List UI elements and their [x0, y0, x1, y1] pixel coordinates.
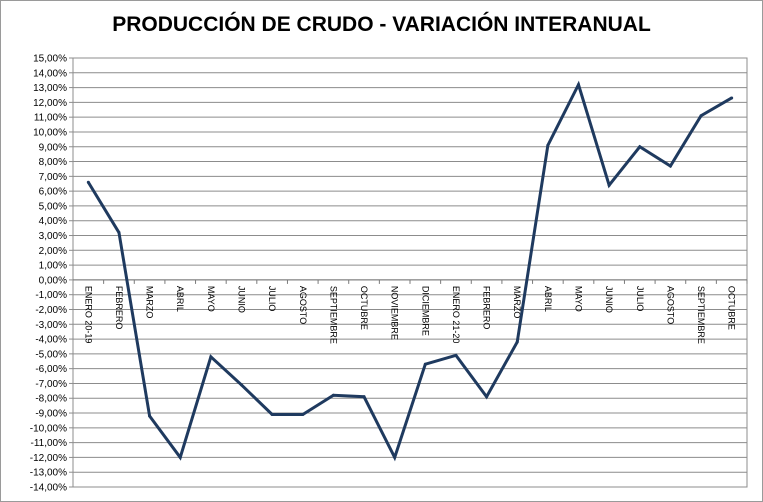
x-tick-label: OCTUBRE — [727, 286, 737, 330]
x-tick-label: SEPTIEMBRE — [696, 286, 706, 344]
y-tick-label: 10,00% — [33, 127, 67, 138]
x-tick-label: MARZO — [145, 286, 155, 319]
y-tick-label: 3,00% — [39, 231, 67, 242]
data-point — [362, 395, 366, 399]
y-tick-label: 1,00% — [39, 261, 67, 272]
data-point — [301, 413, 305, 417]
y-tick-label: 12,00% — [33, 98, 67, 109]
data-point — [485, 395, 489, 399]
y-tick-label: -9,00% — [35, 409, 67, 420]
x-tick-label: ENERO 20-19 — [83, 286, 93, 344]
y-tick-label: -3,00% — [35, 320, 67, 331]
series-line — [87, 80, 733, 462]
data-point — [270, 413, 274, 417]
data-point — [148, 414, 152, 418]
data-point — [331, 393, 335, 397]
data-point — [240, 383, 243, 387]
data-point — [178, 455, 182, 459]
data-point — [117, 231, 121, 235]
x-tick-label: AGOSTO — [298, 286, 308, 324]
gridlines — [73, 57, 747, 488]
x-tick-label: ENERO 21-20 — [451, 286, 461, 344]
data-point — [668, 164, 672, 168]
data-point — [546, 143, 550, 147]
y-tick-label: -2,00% — [35, 305, 67, 316]
y-tick-label: -1,00% — [35, 290, 67, 301]
x-tick-label: JULIO — [267, 286, 277, 312]
data-point — [577, 83, 580, 87]
y-tick-label: 5,00% — [39, 201, 67, 212]
data-point — [730, 96, 734, 100]
y-tick-label: 11,00% — [34, 113, 67, 124]
y-tick-label: 7,00% — [39, 172, 67, 183]
data-point — [454, 353, 458, 357]
data-point — [86, 180, 90, 184]
data-point — [423, 362, 427, 366]
x-tick-label: FEBRERO — [482, 286, 492, 330]
data-point — [515, 340, 519, 344]
y-tick-label: 9,00% — [39, 142, 67, 153]
axes — [69, 57, 748, 488]
y-tick-label: 13,00% — [33, 83, 67, 94]
y-tick-label: 8,00% — [39, 157, 67, 168]
x-tick-label: SEPTIEMBRE — [328, 286, 338, 344]
x-tick-label: JUNIO — [604, 286, 614, 313]
plot-border — [72, 57, 748, 488]
y-tick-label: -4,00% — [35, 335, 67, 346]
y-tick-label: 15,00% — [33, 54, 67, 65]
y-tick-label: -13,00% — [30, 468, 67, 479]
x-tick-label: ABRIL — [543, 286, 553, 312]
y-tick-label: -5,00% — [35, 349, 67, 360]
y-tick-label: -7,00% — [35, 379, 67, 390]
data-point — [638, 145, 642, 149]
chart-title: PRODUCCIÓN DE CRUDO - VARIACIÓN INTERANU… — [112, 13, 651, 36]
y-tick-label: 2,00% — [39, 246, 67, 257]
y-tick-label: -8,00% — [35, 394, 67, 405]
x-tick-label: MAYO — [206, 286, 216, 312]
y-tick-label: -11,00% — [30, 438, 67, 449]
data-point — [393, 455, 397, 459]
x-tick-label: JULIO — [635, 286, 645, 312]
y-tick-label: -12,00% — [30, 453, 67, 464]
x-tick-label: ABRIL — [175, 286, 185, 312]
x-tick-label: MARZO — [512, 286, 522, 319]
x-tick-label: DICIEMBRE — [420, 286, 430, 336]
y-tick-label: 6,00% — [39, 187, 67, 198]
x-tick-label: JUNIO — [237, 286, 247, 313]
y-tick-label: 4,00% — [39, 216, 67, 227]
data-point — [699, 114, 703, 118]
y-tick-label: -14,00% — [30, 483, 67, 494]
data-point — [607, 183, 611, 187]
x-tick-label: AGOSTO — [665, 286, 675, 324]
x-tick-label: OCTUBRE — [359, 286, 369, 330]
data-point — [209, 355, 213, 359]
y-tick-labels: 15,00% 14,00% 13,00% 12,00% 11,00% 10,00% 9,00… — [30, 54, 67, 494]
series-layer — [86, 80, 734, 462]
y-tick-label: -6,00% — [35, 364, 67, 375]
x-tick-label: NOVIEMBRE — [390, 286, 400, 340]
y-tick-label: -10,00% — [30, 423, 67, 434]
x-tick-label: FEBRERO — [114, 286, 124, 330]
y-tick-label: 0,00% — [39, 275, 67, 286]
x-tick-labels: ENERO 20-19 FEBRERO MARZO ABRIL MAYO JUNIO JUL… — [83, 286, 736, 344]
x-tick-label: MAYO — [574, 286, 584, 312]
y-tick-label: 14,00% — [33, 68, 67, 79]
